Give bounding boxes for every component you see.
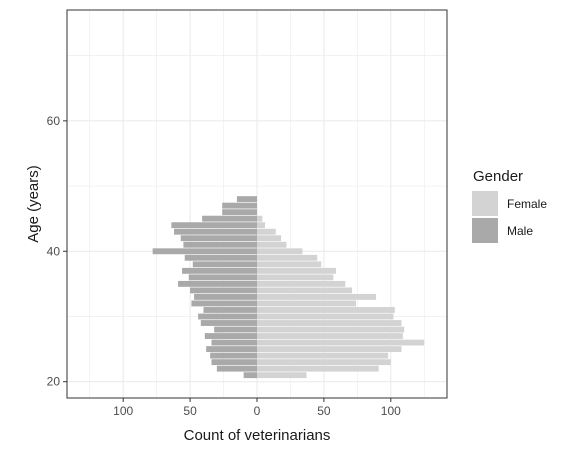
bar-female [257, 215, 263, 222]
bar-male [180, 235, 257, 242]
bar-female [257, 346, 402, 353]
bar-male [174, 228, 257, 235]
bar-female [257, 267, 336, 274]
bar-female [257, 333, 403, 339]
bar-female [257, 254, 318, 261]
bar-female [257, 326, 405, 333]
bar-male [191, 300, 257, 307]
bar-female [257, 320, 402, 326]
bar-male [182, 267, 257, 274]
bar-male [214, 326, 257, 333]
x-axis-ticks: 100 50 0 50 100 [113, 398, 401, 418]
y-axis-ticks: 20 40 60 [47, 114, 67, 389]
bar-female [257, 300, 357, 307]
bar-male [198, 313, 257, 320]
bar-female [257, 313, 394, 320]
bar-female [257, 359, 391, 366]
bar-male [216, 365, 257, 372]
bar-female [257, 293, 377, 300]
legend-title: Gender [473, 168, 523, 185]
bar-female [257, 352, 389, 359]
bar-male [203, 307, 257, 313]
legend-key-male [472, 218, 498, 243]
bar-female [257, 261, 322, 268]
bar-male [183, 241, 257, 248]
bar-female [257, 307, 395, 313]
bar-female [257, 372, 307, 379]
y-tick-label: 60 [47, 114, 61, 128]
bar-male [236, 196, 257, 203]
bar-male [192, 261, 257, 268]
bar-male [184, 254, 257, 261]
bar-female [257, 274, 334, 281]
bar-female [257, 365, 379, 372]
bar-male [222, 202, 257, 209]
bar-female [257, 248, 303, 255]
x-tick-label: 0 [254, 404, 261, 418]
x-tick-label: 100 [113, 404, 133, 418]
legend-label-male: Male [507, 224, 533, 238]
bar-male [202, 215, 257, 222]
y-axis-title: Age (years) [25, 165, 42, 243]
y-tick-label: 40 [47, 244, 61, 258]
x-tick-label: 50 [183, 404, 197, 418]
bar-male [190, 287, 257, 294]
y-tick-label: 20 [47, 375, 61, 389]
x-axis-title: Count of veterinarians [184, 427, 331, 444]
bar-male [222, 209, 257, 216]
bar-male [194, 293, 257, 300]
bar-female [257, 280, 346, 287]
x-tick-label: 50 [317, 404, 331, 418]
bar-female [257, 241, 287, 248]
bar-female [257, 339, 425, 346]
bar-male [200, 320, 257, 326]
bar-female [257, 228, 276, 235]
bar-female [257, 235, 282, 242]
bar-male [171, 222, 257, 229]
bars [152, 196, 425, 379]
bar-male [188, 274, 257, 281]
legend-label-female: Female [507, 197, 547, 211]
legend: Gender Female Male [472, 168, 547, 243]
bar-male [152, 248, 257, 255]
x-tick-label: 100 [381, 404, 401, 418]
bar-male [211, 339, 257, 346]
bar-female [257, 222, 266, 229]
bar-male [206, 346, 257, 353]
bar-male [178, 280, 257, 287]
bar-male [211, 359, 257, 366]
legend-key-female [472, 191, 498, 216]
bar-male [210, 352, 257, 359]
bar-male [204, 333, 257, 339]
bar-female [257, 287, 352, 294]
bar-male [243, 372, 257, 379]
